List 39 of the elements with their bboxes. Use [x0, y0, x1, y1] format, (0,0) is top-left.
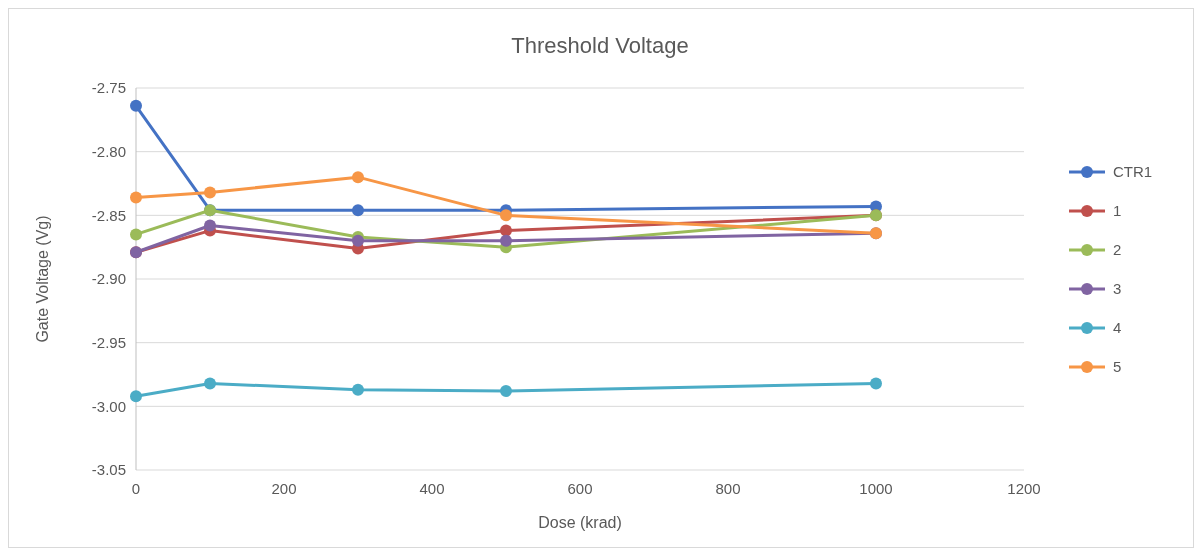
y-axis-title: Gate Voltage (Vg): [34, 215, 51, 343]
point: [130, 228, 142, 241]
point: [204, 219, 216, 232]
point: [204, 377, 216, 390]
point: [352, 383, 364, 396]
y-tick-label: -2.80: [91, 142, 126, 160]
legend-label: CTR1: [1113, 163, 1153, 181]
point: [352, 204, 364, 217]
point: [500, 234, 512, 247]
point: [500, 209, 512, 222]
y-tick-label: -2.90: [91, 270, 126, 288]
x-tick-label: 1000: [859, 480, 893, 497]
x-tick-label: 1200: [1007, 480, 1041, 497]
x-tick-label: 200: [271, 480, 297, 497]
point: [352, 234, 364, 247]
chart-title: Threshold Voltage: [511, 33, 689, 58]
point: [500, 224, 512, 237]
y-tick-label: -2.95: [91, 333, 126, 351]
legend-label: 2: [1113, 241, 1122, 259]
point: [352, 171, 364, 184]
x-tick-label: 0: [131, 480, 141, 497]
legend-label: 5: [1113, 358, 1122, 376]
y-tick-label: -3.00: [91, 397, 126, 415]
y-tick-label: -2.85: [91, 206, 126, 224]
x-tick-label: 600: [567, 480, 593, 497]
point: [130, 99, 142, 112]
point: [870, 377, 882, 390]
y-tick-label: -3.05: [91, 461, 126, 479]
x-tick-label: 800: [715, 480, 741, 497]
y-tick-label: -2.75: [91, 79, 126, 97]
point: [204, 186, 216, 199]
legend-label: 4: [1113, 319, 1122, 337]
x-tick-label: 400: [419, 480, 445, 497]
point: [500, 385, 512, 398]
point: [130, 191, 142, 204]
legend-label: 3: [1113, 280, 1122, 298]
x-axis-title: Dose (krad): [538, 514, 622, 531]
legend-label: 1: [1113, 202, 1122, 220]
point: [130, 390, 142, 403]
